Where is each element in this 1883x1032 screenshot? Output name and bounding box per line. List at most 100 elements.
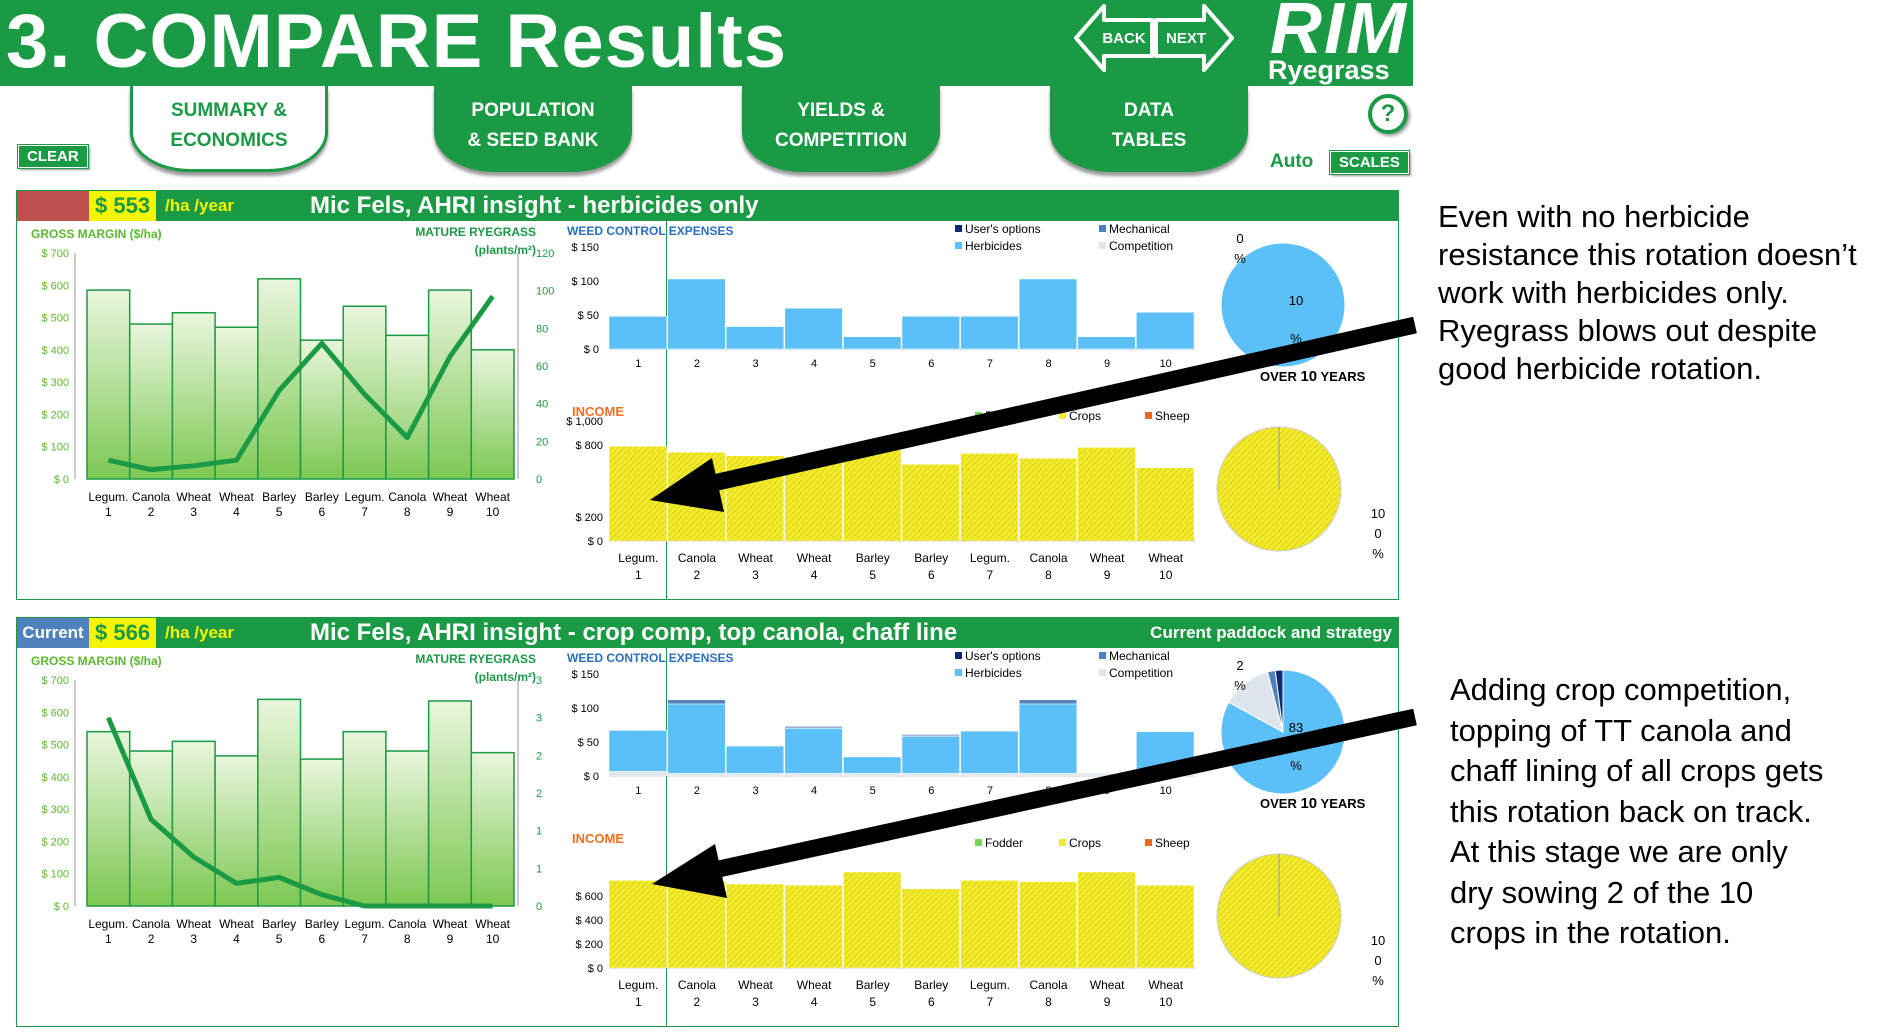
over-years-unit: YEARS bbox=[1317, 796, 1365, 811]
y-tick-label: $ 400 bbox=[575, 915, 603, 927]
gross-margin-unit: /ha /year bbox=[165, 623, 234, 642]
note-line: Even with no herbicide bbox=[1438, 199, 1750, 234]
tab-label-line2: & SEED BANK bbox=[467, 130, 599, 151]
x-tick-label: 3 bbox=[752, 995, 759, 1009]
x-tick-label: 6 bbox=[928, 785, 934, 797]
gross-margin-bar bbox=[299, 758, 344, 907]
y-tick-label: $ 0 bbox=[588, 536, 603, 548]
x-category-label: Legum. bbox=[970, 978, 1010, 992]
y-tick-label: $ 100 bbox=[41, 442, 69, 454]
tab-data-tables[interactable]: DATA TABLES bbox=[1050, 86, 1248, 172]
income-bar bbox=[843, 871, 902, 969]
panel-header: $ 553 /ha /year Mic Fels, AHRI insight -… bbox=[17, 191, 1398, 221]
x-category-label: Legum. bbox=[345, 490, 385, 504]
note-line: good herbicide rotation. bbox=[1438, 351, 1763, 386]
legend-label: Competition bbox=[1109, 239, 1173, 253]
over-years-number: 10 bbox=[1300, 795, 1317, 812]
y-tick-label: $ 300 bbox=[41, 804, 69, 816]
income-bar bbox=[1077, 871, 1136, 969]
weed-expense-bar bbox=[843, 756, 902, 774]
tab-summary-economics[interactable]: SUMMARY & ECONOMICS bbox=[130, 86, 328, 172]
next-label: NEXT bbox=[1166, 30, 1206, 47]
legend-label: Herbicides bbox=[965, 239, 1022, 253]
income-bar bbox=[960, 880, 1019, 969]
x-tick-label: 9 bbox=[1104, 358, 1110, 370]
income-bar bbox=[1018, 457, 1078, 542]
x-category-label: Wheat bbox=[475, 917, 510, 931]
gross-margin-value: $ 553 bbox=[89, 191, 157, 221]
pie-percent-label: 10 bbox=[1289, 293, 1303, 308]
weed-expense-bar bbox=[784, 307, 843, 350]
tab-label-line1: DATA bbox=[1124, 100, 1174, 121]
income-bar bbox=[667, 881, 726, 969]
clear-button[interactable]: CLEAR bbox=[17, 144, 89, 169]
weed-expense-bar bbox=[667, 699, 726, 705]
gross-margin-bar bbox=[257, 698, 302, 907]
y-tick-label: $ 200 bbox=[575, 512, 603, 524]
scenario-title: Mic Fels, AHRI insight - crop comp, top … bbox=[310, 619, 958, 646]
y-tick-label: $ 500 bbox=[41, 740, 69, 752]
x-category-label: Barley bbox=[856, 978, 890, 992]
x-tick-label: 5 bbox=[276, 932, 283, 946]
note-line: work with herbicides only. bbox=[1438, 275, 1789, 310]
weed-expense-bar bbox=[667, 773, 726, 777]
x-tick-label: 7 bbox=[361, 932, 368, 946]
legend-label: Crops bbox=[1069, 409, 1101, 423]
x-category-label: Wheat bbox=[219, 490, 254, 504]
x-category-label: Wheat bbox=[1090, 978, 1125, 992]
legend-label: Sheep bbox=[1155, 836, 1190, 850]
tab-yields-competition[interactable]: YIELDS & COMPETITION bbox=[742, 86, 940, 172]
weed-expense-bar bbox=[1136, 770, 1195, 777]
scenario-panel-crop-comp: Current $ 566 /ha /year Mic Fels, AHRI i… bbox=[16, 617, 1399, 1027]
note-line: dry sowing 2 of the 10 bbox=[1450, 874, 1754, 910]
x-tick-label: 5 bbox=[869, 995, 876, 1009]
weed-expense-bar bbox=[784, 726, 843, 728]
x-category-label: Wheat bbox=[433, 490, 468, 504]
legend-swatch bbox=[1145, 412, 1152, 419]
tab-label-line1: SUMMARY & bbox=[170, 100, 288, 121]
help-button[interactable]: ? bbox=[1368, 94, 1408, 134]
y-tick-label: $ 150 bbox=[571, 669, 599, 681]
y-tick-label: $ 300 bbox=[41, 377, 69, 389]
weed-expense-bar bbox=[901, 316, 960, 350]
gross-margin-bar bbox=[128, 750, 174, 907]
note-line: chaff lining of all crops gets bbox=[1450, 753, 1824, 788]
next-button[interactable] bbox=[1154, 4, 1234, 72]
tab-label-line2: ECONOMICS bbox=[170, 130, 288, 151]
x-tick-label: 2 bbox=[694, 358, 700, 370]
weed-expense-bar bbox=[1136, 312, 1195, 350]
pie-percent-label: 2 bbox=[1236, 658, 1243, 673]
gross-margin-bar bbox=[86, 289, 131, 480]
x-tick-label: 4 bbox=[811, 358, 817, 370]
tab-population-seed-bank[interactable]: POPULATION & SEED BANK bbox=[434, 86, 632, 172]
y-tick-label: $ 1,000 bbox=[566, 416, 603, 428]
scales-button[interactable]: SCALES bbox=[1329, 150, 1410, 175]
y-tick-label: $ 0 bbox=[54, 474, 69, 486]
gross-margin-title: GROSS MARGIN ($/ha) bbox=[31, 227, 162, 241]
x-category-label: Legum. bbox=[618, 978, 658, 992]
x-tick-label: 4 bbox=[811, 568, 818, 582]
back-button[interactable]: BACK NEXT bbox=[1074, 4, 1234, 72]
legend-swatch bbox=[975, 839, 982, 846]
y-tick-label: $ 700 bbox=[41, 248, 69, 260]
pie-percent-label: % bbox=[1290, 331, 1302, 346]
legend-swatch bbox=[975, 412, 982, 419]
x-tick-label: 1 bbox=[635, 358, 641, 370]
x-tick-label: 4 bbox=[233, 932, 240, 946]
ryegrass-line bbox=[106, 716, 493, 909]
x-tick-label: 2 bbox=[694, 995, 701, 1009]
x-category-label: Wheat bbox=[176, 490, 211, 504]
pie-percent-label: 0 bbox=[1374, 953, 1381, 968]
pie-percent-label: % bbox=[1234, 678, 1246, 693]
ryegrass-title: MATURE RYEGRASS bbox=[415, 652, 536, 666]
ryegrass-unit: (plants/m²) bbox=[475, 670, 536, 684]
legend-label: User's options bbox=[965, 649, 1041, 663]
ryegrass-unit: (plants/m²) bbox=[475, 243, 536, 257]
tab-label-line2: COMPETITION bbox=[775, 130, 907, 151]
y-tick-label: $ 200 bbox=[41, 836, 69, 848]
weed-control-title: WEED CONTROL EXPENSES bbox=[567, 224, 733, 238]
pie-percent-label: 0 bbox=[1236, 231, 1243, 246]
income-bar bbox=[667, 451, 726, 542]
pie-percent-label: 83 bbox=[1289, 720, 1303, 735]
x-category-label: Canola bbox=[388, 490, 426, 504]
